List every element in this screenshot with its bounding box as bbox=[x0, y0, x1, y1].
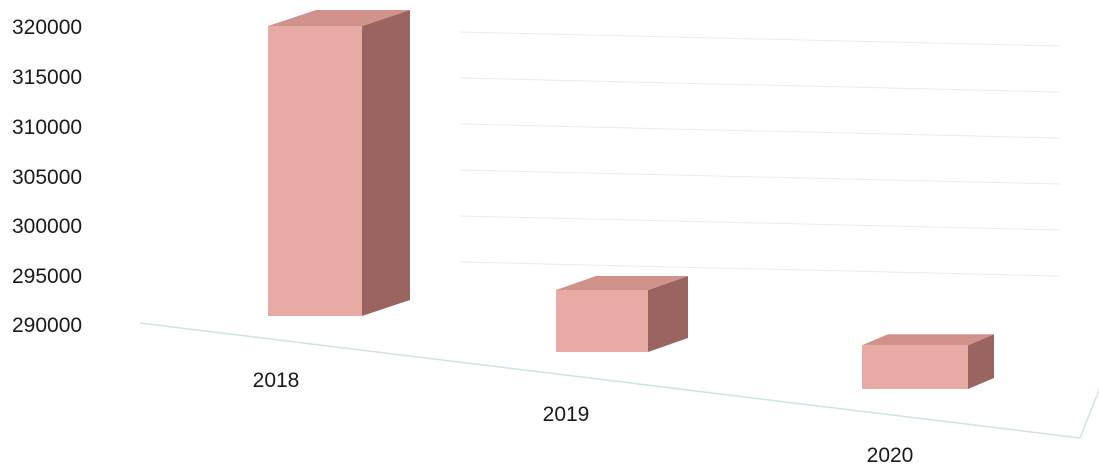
bar-2019 bbox=[556, 276, 688, 352]
bar-front bbox=[862, 345, 968, 389]
bar-2018 bbox=[268, 10, 410, 316]
x-tick-label: 2020 bbox=[867, 444, 914, 467]
x-tick-label: 2019 bbox=[543, 403, 590, 426]
x-axis: 2018 2019 2020 bbox=[253, 369, 914, 467]
chart-floor bbox=[139, 322, 1099, 439]
gridline bbox=[459, 261, 1061, 277]
bar-2020 bbox=[862, 334, 994, 389]
gridline bbox=[459, 77, 1061, 93]
y-tick-label: 315000 bbox=[12, 66, 82, 89]
bar-top bbox=[556, 276, 688, 290]
floor-side-edge bbox=[1079, 389, 1099, 439]
gridline bbox=[459, 123, 1061, 139]
gridlines bbox=[459, 31, 1061, 277]
bar-front bbox=[556, 290, 648, 352]
bar-side bbox=[362, 10, 410, 316]
y-axis: 320000 315000 310000 305000 300000 29500… bbox=[12, 16, 82, 337]
bar-top bbox=[268, 10, 410, 26]
bar-side bbox=[968, 334, 994, 389]
floor-front-edge bbox=[139, 322, 1081, 439]
y-tick-label: 310000 bbox=[12, 116, 82, 139]
y-tick-label: 300000 bbox=[12, 215, 82, 238]
bar-top bbox=[862, 334, 994, 346]
bar-front bbox=[268, 26, 362, 316]
x-tick-label: 2018 bbox=[253, 369, 300, 392]
bars bbox=[268, 10, 994, 389]
gridline bbox=[459, 215, 1061, 231]
gridline bbox=[459, 31, 1061, 47]
y-tick-label: 320000 bbox=[12, 16, 82, 39]
y-tick-label: 295000 bbox=[12, 265, 82, 288]
y-tick-label: 305000 bbox=[12, 166, 82, 189]
bar-side bbox=[648, 276, 688, 352]
gridline bbox=[459, 169, 1061, 185]
y-tick-label: 290000 bbox=[12, 314, 82, 337]
